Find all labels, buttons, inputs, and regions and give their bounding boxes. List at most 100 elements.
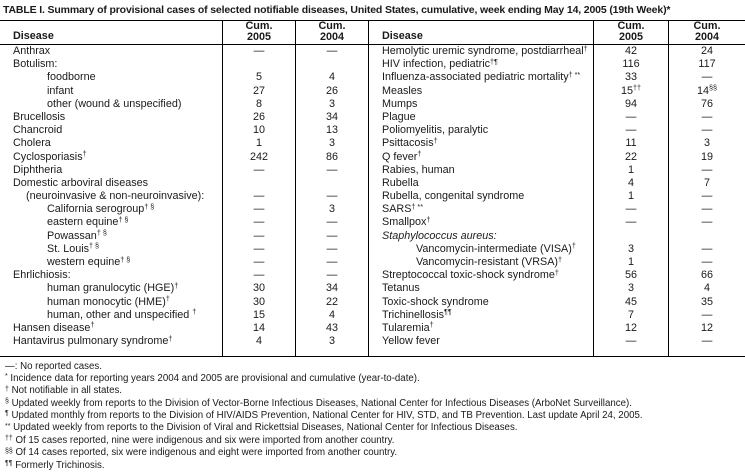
cum-2005-cell: 116	[593, 58, 668, 72]
cum-2005-cell: —	[593, 124, 668, 138]
cum-2005-cell: —	[222, 203, 295, 217]
header-year-label: 2004	[694, 30, 720, 43]
disease-name-cell: Cyclosporiasis†	[13, 149, 87, 163]
cum-2004-cell: 34	[295, 282, 368, 296]
cum-2004-cell: 3	[668, 137, 745, 151]
cum-2005-cell: 7	[593, 308, 668, 322]
disease-name-cell: Toxic-shock syndrome	[368, 295, 593, 309]
cum-2004-cell: 24	[668, 45, 745, 59]
table-title: TABLE I. Summary of provisional cases of…	[3, 4, 671, 16]
disease-name-cell: St. Louis† §	[47, 241, 100, 255]
cum-2004-cell: —	[295, 242, 368, 256]
cum-2004-cell: —	[668, 124, 745, 138]
cum-2004-cell: 13	[295, 124, 368, 138]
footnote: —: No reported cases.	[5, 361, 102, 373]
cum-2004-cell: —	[668, 190, 745, 204]
disease-name-cell: Chancroid	[13, 124, 63, 137]
cum-2005-cell: —	[222, 256, 295, 270]
cum-2005-cell: 15	[222, 308, 295, 322]
disease-name-cell: other (wound & unspecified)	[47, 97, 182, 110]
cum-2004-cell: —	[295, 163, 368, 177]
cum-2004-cell: 3	[295, 137, 368, 151]
disease-name-cell: infant	[47, 84, 74, 97]
disease-name-cell: Diphtheria	[13, 163, 63, 176]
table-bottom-spacer	[668, 348, 745, 357]
cum-2004-cell: 35	[668, 295, 745, 309]
disease-name-cell: Mumps	[368, 97, 593, 111]
cum-2005-cell: 5	[222, 71, 295, 85]
cum-2005-cell: 4	[593, 176, 668, 191]
cum-2005-cell: 15††	[593, 84, 668, 98]
cum-2004-cell: 12	[668, 321, 745, 336]
cum-2005-cell	[222, 176, 295, 191]
cum-2004-cell: 7	[668, 176, 745, 191]
cum-2004-cell: —	[668, 308, 745, 322]
cum-2005-cell	[593, 229, 668, 243]
footnote-marker: **	[5, 422, 11, 430]
disease-name-cell: HIV infection, pediatric†¶	[368, 58, 593, 72]
header-year-label: 2005	[246, 30, 272, 43]
footnote-marker: —:	[5, 361, 18, 373]
cum-2005-cell: 3	[593, 282, 668, 296]
cum-2004-cell: 76	[668, 97, 745, 111]
header-cum-label: Cum.	[318, 20, 346, 32]
disease-name-cell: foodborne	[47, 71, 96, 84]
cum-2005-cell: —	[222, 216, 295, 230]
cum-2004-cell: —	[668, 71, 745, 85]
cum-2004-cell: 43	[295, 321, 368, 336]
footnote: ** Updated weekly from reports to the Di…	[5, 422, 518, 434]
footnotes: —: No reported cases. * Incidence data fo…	[0, 357, 745, 472]
disease-name-cell: Hansen disease†	[13, 320, 95, 334]
cum-2005-cell: 26	[222, 110, 295, 125]
disease-name-cell: Botulism:	[13, 58, 58, 71]
cum-2005-cell: 1	[222, 137, 295, 151]
header-cum-label: Cum.	[245, 20, 273, 32]
disease-name-cell: Hantavirus pulmonary syndrome†	[13, 333, 173, 348]
disease-name-cell: western equine† §	[47, 254, 131, 268]
cum-2004-cell: —	[668, 110, 745, 125]
cum-2004-cell: —	[295, 216, 368, 230]
header-year-label: 2005	[618, 30, 644, 43]
cum-2004-cell: 86	[295, 150, 368, 164]
disease-name-cell: Plague	[368, 110, 593, 125]
cum-2004-cell: —	[668, 256, 745, 270]
footnote-marker: *	[5, 373, 8, 381]
cum-2004-cell: 22	[295, 295, 368, 309]
cum-2005-cell: —	[593, 110, 668, 125]
footnote-marker: ††	[5, 435, 13, 443]
cum-2005-cell: 1	[593, 163, 668, 177]
disease-name-cell: Trichinellosis¶¶	[368, 308, 593, 322]
header-cum-2004-right: Cum. 2004	[668, 21, 745, 45]
footnote-marker: §§	[5, 447, 13, 455]
footnote: § Updated weekly from reports to the Div…	[5, 397, 632, 409]
header-cum-2005-right: Cum. 2005	[593, 21, 668, 45]
footnote: † Not notifiable in all states.	[5, 385, 122, 397]
table-bottom-spacer	[0, 348, 222, 356]
disease-name-cell: Vancomycin-resistant (VRSA)†	[368, 255, 593, 270]
cum-2005-cell: —	[222, 163, 295, 177]
header-cum-2005-left: Cum. 2005	[222, 21, 295, 45]
cum-2005-cell: 56	[593, 269, 668, 283]
header-disease-left: Disease	[0, 21, 222, 45]
cum-2004-cell: 3	[295, 335, 368, 349]
header-year-label: 2004	[319, 30, 345, 43]
cum-2004-cell: 19	[668, 150, 745, 164]
cum-2005-cell: —	[222, 229, 295, 243]
cum-2005-cell: 33	[593, 71, 668, 85]
cum-2005-cell: 10	[222, 124, 295, 138]
cum-2004-cell	[295, 58, 368, 72]
disease-name-cell: Influenza-associated pediatric mortality…	[368, 71, 593, 85]
disease-name-cell: Yellow fever	[368, 335, 593, 349]
cum-2005-cell: 1	[593, 190, 668, 204]
cum-2004-cell: —	[295, 45, 368, 59]
disease-name-cell: Anthrax	[13, 45, 51, 57]
cum-2004-cell: 26	[295, 84, 368, 98]
cum-2004-cell: 4	[668, 282, 745, 296]
disease-name-cell: Vancomycin-intermediate (VISA)†	[368, 242, 593, 256]
cum-2004-cell: —	[668, 216, 745, 230]
disease-name-cell: California serogroup† §	[47, 201, 155, 216]
cum-2005-cell: —	[222, 242, 295, 256]
cum-2005-cell: 30	[222, 295, 295, 309]
cum-2004-cell: —	[295, 269, 368, 283]
cum-2005-cell: 11	[593, 137, 668, 151]
